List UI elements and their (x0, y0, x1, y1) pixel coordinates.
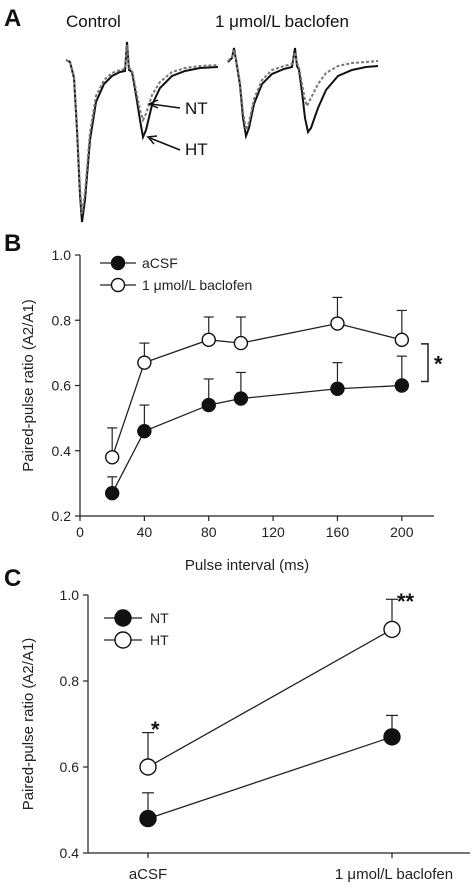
significance-baclofen: ** (397, 589, 415, 614)
data-point-baclofen (233, 335, 249, 351)
series-line-acsf (111, 384, 402, 494)
legend-marker-baclofen (110, 277, 126, 293)
y-tick-label: 0.4 (52, 443, 72, 459)
control-trace-ht (65, 41, 219, 223)
nt-arrowhead (147, 99, 159, 109)
y-tick-label: 0.6 (60, 759, 80, 775)
data-point-baclofen (137, 355, 152, 370)
panel-a-label: A (4, 5, 21, 32)
y-axis-label: Paired-pulse ratio (A2/A1) (20, 638, 37, 811)
legend-marker-nt (114, 609, 132, 627)
significance-bracket (421, 343, 429, 383)
category-label: aCSF (129, 866, 167, 883)
panel-b-label: B (4, 230, 21, 257)
data-point-baclofen (201, 332, 216, 348)
data-point-baclofen (330, 316, 345, 331)
panel-c-label: C (4, 565, 21, 592)
ht-arrow (149, 137, 181, 151)
baclofen-title: 1 μmol/L baclofen (215, 12, 349, 31)
series-line-nt (147, 736, 393, 820)
y-tick-label: 0.8 (52, 312, 72, 328)
x-tick-label: 160 (326, 524, 350, 540)
legend-label-nt: NT (150, 610, 169, 626)
nt-annotation: NT (185, 99, 208, 118)
significance-star: * (434, 352, 443, 377)
y-tick-label: 1.0 (52, 247, 72, 263)
panel-c: C 0.4 0.6 0.8 1.0 aCSF 1 μmol/L baclofen Paire… (4, 565, 470, 883)
y-tick-label: 1.0 (60, 587, 80, 603)
legend-label-baclofen: 1 μmol/L baclofen (142, 277, 252, 293)
data-point-acsf (330, 381, 345, 396)
data-point-nt (383, 728, 401, 746)
y-tick-label: 0.8 (60, 673, 80, 689)
data-point-ht (383, 620, 401, 639)
y-axis-label: Paired-pulse ratio (A2/A1) (20, 299, 37, 472)
panel-a: A Control 1 μmol/L baclofen NT HT (4, 5, 379, 223)
x-tick-label: 120 (261, 524, 285, 540)
data-point-acsf (394, 378, 410, 393)
y-tick-label: 0.2 (52, 508, 72, 524)
series-line-baclofen (111, 322, 402, 458)
panel-b: B 0.2 0.4 0.6 0.8 1.0 0 40 80 120 160 200 Pulse int… (4, 230, 443, 574)
data-point-acsf (137, 423, 152, 439)
legend-label-acsf: aCSF (142, 255, 178, 271)
baclofen-trace-ht (227, 47, 379, 140)
ht-arrowhead (146, 135, 158, 145)
data-point-acsf (201, 397, 216, 413)
data-point-acsf (104, 485, 120, 501)
data-point-ht (139, 758, 157, 776)
significance-acsf: * (151, 717, 160, 742)
x-tick-label: 80 (201, 524, 217, 540)
nt-arrow (150, 103, 181, 109)
x-tick-label: 40 (137, 524, 153, 540)
y-tick-label: 0.6 (52, 378, 72, 394)
x-tick-label: 200 (390, 524, 414, 540)
category-label: 1 μmol/L baclofen (335, 866, 453, 883)
legend-label-ht: HT (150, 632, 169, 648)
x-axis-label: Pulse interval (ms) (185, 557, 309, 574)
control-title: Control (66, 12, 121, 31)
y-tick-label: 0.4 (60, 845, 80, 861)
control-trace-nt (65, 44, 219, 215)
data-point-baclofen (104, 450, 120, 465)
ht-annotation: HT (185, 140, 208, 159)
series-line-ht (147, 628, 393, 768)
data-point-nt (139, 809, 157, 828)
legend-marker-acsf (110, 255, 126, 271)
data-point-acsf (233, 391, 249, 406)
baclofen-trace-nt (227, 49, 379, 134)
legend-marker-ht (114, 631, 132, 649)
data-point-baclofen (394, 332, 410, 348)
x-tick-label: 0 (76, 524, 84, 540)
